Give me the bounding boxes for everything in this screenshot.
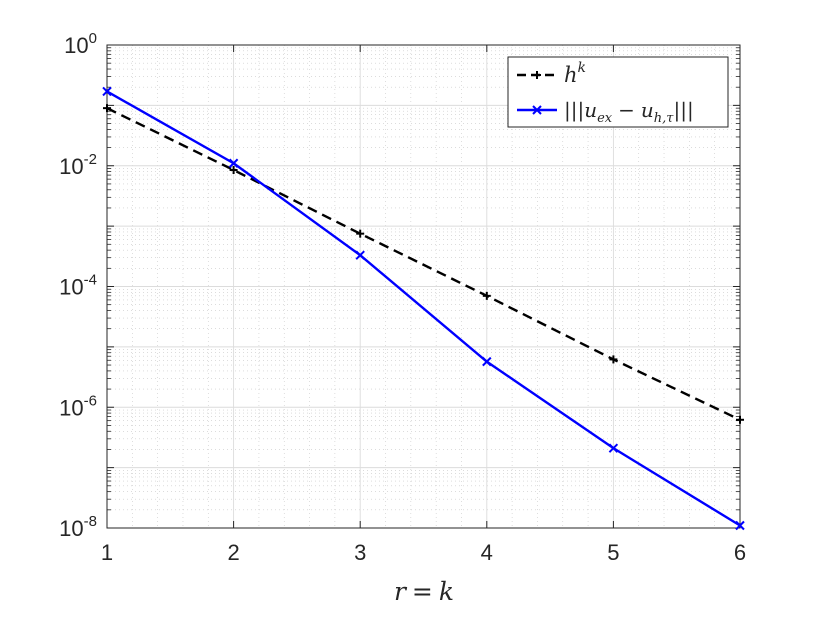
legend-box xyxy=(507,56,729,128)
data-point xyxy=(355,250,365,260)
y-tick-labels: 100 10-2 10-4 10-6 10-8 xyxy=(59,30,97,541)
data-point xyxy=(735,520,745,531)
x-tick-labels: 1 2 3 4 5 6 xyxy=(101,540,746,565)
y-tick-label: 10-2 xyxy=(59,151,97,179)
legend-label-error: |||uex − uh,τ||| xyxy=(564,98,694,126)
data-point xyxy=(102,86,112,97)
y-tick-label: 10-4 xyxy=(59,272,97,300)
series-line-0 xyxy=(106,107,741,421)
data-point xyxy=(482,356,492,367)
data-point xyxy=(356,229,365,238)
legend-marker-hk xyxy=(533,71,541,79)
x-tick-label: 2 xyxy=(227,540,239,565)
legend-marker-error xyxy=(532,105,542,115)
data-point xyxy=(229,166,238,175)
x-tick-label: 4 xyxy=(481,540,493,565)
data-point xyxy=(482,291,491,300)
series-line-1 xyxy=(106,90,741,527)
minor-grid xyxy=(107,45,740,528)
x-tick-label: 1 xyxy=(101,540,113,565)
data-point xyxy=(103,104,111,113)
y-tick-label: 10-6 xyxy=(59,392,97,420)
data-point xyxy=(228,158,239,168)
legend: hk |||uex − uh,τ||| xyxy=(507,56,729,128)
legend-label-hk: hk xyxy=(564,60,586,87)
x-tick-label: 6 xyxy=(734,540,746,565)
x-axis-label: r = k xyxy=(394,577,454,606)
y-tick-label: 100 xyxy=(64,30,97,58)
data-point xyxy=(736,415,744,424)
data-point xyxy=(608,443,619,453)
data-point xyxy=(609,355,618,364)
series-layer xyxy=(102,86,745,531)
y-tick-label: 10-8 xyxy=(59,513,97,541)
x-tick-label: 3 xyxy=(354,540,366,565)
x-tick-label: 5 xyxy=(607,540,619,565)
